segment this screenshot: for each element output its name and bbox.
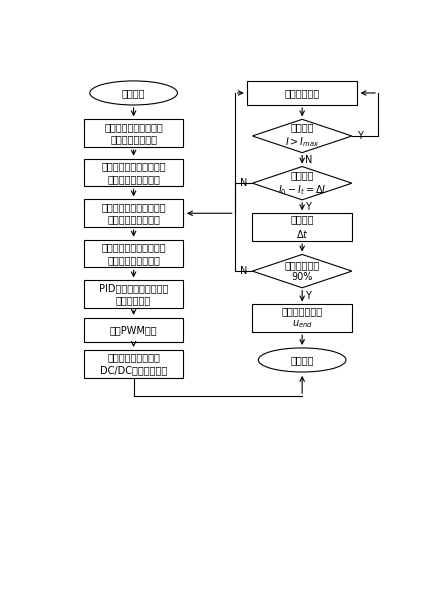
FancyBboxPatch shape — [84, 318, 183, 342]
FancyBboxPatch shape — [252, 213, 351, 241]
Text: 设定待充电电池类型，
匹配电池等效模型: 设定待充电电池类型， 匹配电池等效模型 — [104, 122, 163, 144]
FancyBboxPatch shape — [84, 240, 183, 267]
FancyBboxPatch shape — [252, 305, 351, 332]
Text: 计算最大初始充电电流，
设定输出电压参考值: 计算最大初始充电电流， 设定输出电压参考值 — [101, 202, 165, 224]
Text: 调整输出电压: 调整输出电压 — [284, 88, 319, 98]
FancyBboxPatch shape — [84, 350, 183, 377]
Text: 输出电压反馈与电压参考
值比较得到偏差信号: 输出电压反馈与电压参考 值比较得到偏差信号 — [101, 242, 165, 264]
Text: 电池电量达到
90%: 电池电量达到 90% — [284, 260, 319, 282]
Polygon shape — [252, 166, 351, 200]
Text: N: N — [240, 178, 247, 188]
Text: 充电电流
$I > I_{max}$: 充电电流 $I > I_{max}$ — [284, 123, 319, 150]
Text: 充电结束: 充电结束 — [290, 355, 313, 365]
FancyBboxPatch shape — [84, 200, 183, 227]
Text: PID控制器根据偏差信号
得到控制信号: PID控制器根据偏差信号 得到控制信号 — [99, 283, 168, 305]
Text: 控制器与电池管理系统通
信获取电池反馈信息: 控制器与电池管理系统通 信获取电池反馈信息 — [101, 161, 165, 184]
Text: Y: Y — [305, 201, 310, 212]
Text: 移相PWM生成: 移相PWM生成 — [109, 325, 157, 335]
FancyBboxPatch shape — [247, 81, 356, 105]
Ellipse shape — [89, 81, 177, 105]
Text: Y: Y — [305, 291, 310, 301]
Text: N: N — [240, 266, 247, 276]
Text: 充电间歇
$\Delta t$: 充电间歇 $\Delta t$ — [290, 215, 313, 240]
FancyBboxPatch shape — [84, 280, 183, 308]
Text: 充电电流
$I_0 - I_t = \Delta I$: 充电电流 $I_0 - I_t = \Delta I$ — [277, 170, 326, 197]
FancyBboxPatch shape — [84, 120, 183, 147]
Polygon shape — [252, 120, 351, 153]
Text: 充电开始: 充电开始 — [122, 88, 145, 98]
FancyBboxPatch shape — [84, 159, 183, 186]
Polygon shape — [252, 254, 351, 288]
Text: 调整输出电压至
$u_{end}$: 调整输出电压至 $u_{end}$ — [281, 307, 322, 331]
Text: N: N — [304, 154, 311, 165]
Text: Y: Y — [357, 131, 362, 141]
Text: 移相控制信号作用于
DC/DC电路两对桥臂: 移相控制信号作用于 DC/DC电路两对桥臂 — [100, 352, 167, 375]
Ellipse shape — [258, 348, 345, 372]
